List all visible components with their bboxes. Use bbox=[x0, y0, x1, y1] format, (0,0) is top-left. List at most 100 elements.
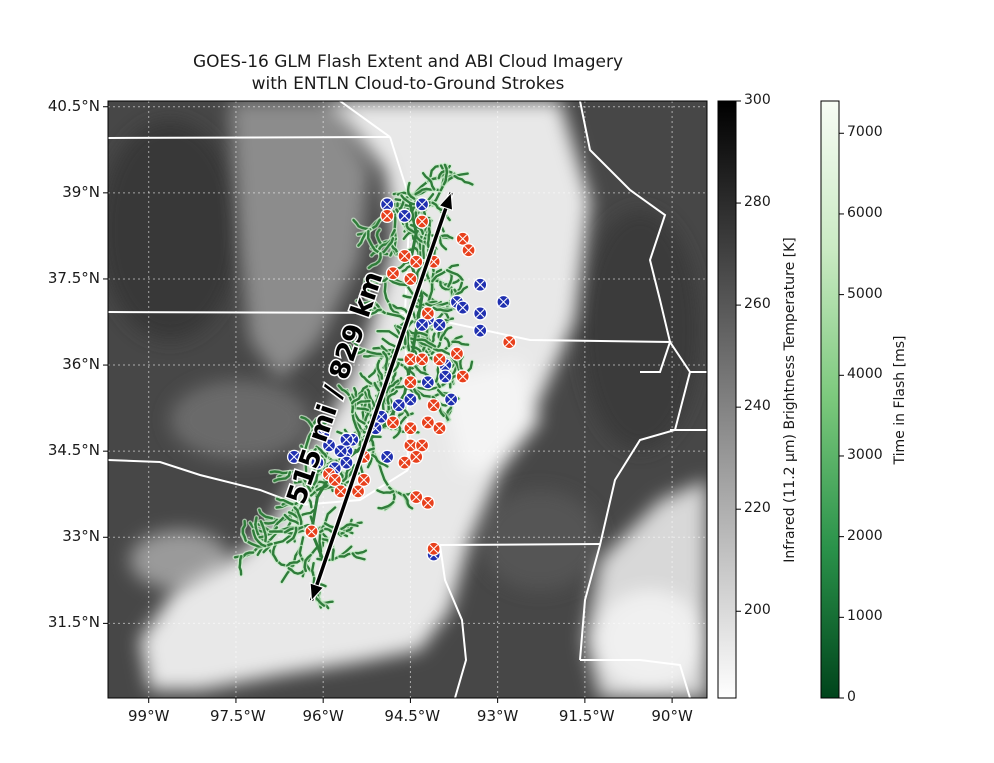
positive-cg-stroke-marker bbox=[336, 486, 346, 496]
flash-channel bbox=[377, 501, 395, 510]
time-colorbar-tick-label: 5000 bbox=[847, 285, 883, 302]
arrow-shaft bbox=[309, 192, 453, 601]
ir-colorbar-tick-label: 260 bbox=[744, 296, 771, 313]
ir-colorbar-ticks bbox=[736, 100, 741, 612]
flash-channel bbox=[342, 467, 351, 483]
time-colorbar-tick-label: 6000 bbox=[847, 204, 883, 221]
flash-channel bbox=[258, 508, 274, 520]
lon-tick-label: 94.5°W bbox=[384, 707, 441, 725]
lat-tick-label: 40.5°N bbox=[47, 96, 100, 115]
flash-channel bbox=[260, 518, 279, 525]
time-colorbar-tick-label: 3000 bbox=[847, 446, 883, 463]
negative-cg-stroke-marker bbox=[435, 320, 444, 330]
lat-tick-label: 36°N bbox=[62, 355, 100, 374]
positive-cg-stroke-marker bbox=[435, 354, 444, 364]
flash-channel bbox=[359, 372, 373, 385]
ir-colorbar-tick-label: 220 bbox=[744, 500, 771, 517]
entln-strokes bbox=[286, 197, 517, 562]
border-red-river bbox=[108, 459, 409, 507]
flash-channel bbox=[241, 519, 247, 542]
lat-tick-label: 39°N bbox=[62, 182, 100, 201]
flash-channel bbox=[439, 326, 453, 341]
negative-cg-stroke-marker bbox=[336, 446, 346, 456]
flash-channel bbox=[286, 526, 298, 544]
negative-cg-stroke-marker bbox=[417, 199, 427, 209]
border-missouri-iowa bbox=[339, 101, 391, 138]
flash-channel bbox=[308, 448, 317, 463]
ir-colorbar-label: Infrared (11.2 μm) Brightness Temperatur… bbox=[782, 237, 798, 563]
flash-channel bbox=[367, 276, 389, 283]
lat-tick-label: 33°N bbox=[62, 527, 100, 546]
flash-channel bbox=[275, 497, 294, 506]
negative-cg-stroke-marker bbox=[394, 400, 404, 410]
positive-cg-stroke-marker bbox=[406, 274, 415, 284]
negative-cg-stroke-marker bbox=[458, 303, 468, 313]
negative-cg-stroke-marker bbox=[417, 320, 427, 330]
negative-cg-stroke-marker bbox=[440, 372, 450, 381]
positive-cg-stroke-marker bbox=[406, 354, 415, 364]
flash-channel bbox=[351, 552, 366, 561]
flash-channel bbox=[379, 237, 395, 255]
flash-channel bbox=[252, 529, 267, 548]
flash-channel bbox=[402, 493, 414, 510]
time-colorbar-ticks bbox=[839, 132, 844, 699]
time-colorbar-tick-label: 4000 bbox=[847, 366, 883, 383]
flash-channel bbox=[376, 489, 395, 495]
flash-channel bbox=[287, 567, 306, 575]
time-colorbar-gradient bbox=[820, 100, 840, 699]
negative-cg-stroke-marker bbox=[423, 377, 433, 387]
positive-cg-stroke-marker bbox=[458, 234, 468, 244]
flash-channel bbox=[376, 359, 384, 380]
time-colorbar-tick-label: 1000 bbox=[847, 608, 883, 625]
negative-cg-stroke-marker bbox=[342, 435, 351, 445]
ir-colorbar-tick-label: 200 bbox=[744, 602, 771, 619]
lon-tick-label: 97.5°W bbox=[209, 707, 266, 725]
positive-cg-stroke-marker bbox=[458, 372, 468, 381]
flash-channel bbox=[388, 303, 409, 315]
border-arkansas-louisiana bbox=[439, 543, 601, 546]
positive-cg-stroke-marker bbox=[429, 544, 439, 554]
positive-cg-stroke-marker bbox=[406, 441, 415, 450]
lon-tick-label: 96°W bbox=[302, 707, 344, 725]
flash-channel bbox=[433, 347, 454, 357]
time-colorbar-tick-label: 7000 bbox=[847, 124, 883, 141]
arrow-head-start bbox=[309, 582, 325, 602]
flash-channel bbox=[311, 419, 330, 433]
flash-channel bbox=[340, 523, 359, 531]
positive-cg-stroke-marker bbox=[388, 418, 398, 427]
lon-tick-label: 90°W bbox=[651, 707, 693, 725]
flash-channel bbox=[406, 181, 416, 200]
cloud-texture bbox=[108, 120, 700, 590]
flash-channel bbox=[396, 194, 411, 212]
flash-channel bbox=[304, 418, 318, 451]
time-colorbar-label: Time in Flash [ms] bbox=[892, 335, 908, 465]
flash-channel bbox=[238, 555, 243, 576]
flash-channel bbox=[416, 338, 437, 348]
positive-cg-stroke-marker bbox=[330, 475, 340, 485]
flash-channel bbox=[400, 194, 419, 206]
flash-channel bbox=[432, 306, 453, 313]
positive-cg-stroke-marker bbox=[400, 458, 409, 468]
border-kansas-nebraska bbox=[108, 136, 391, 139]
axis-ticks bbox=[103, 106, 673, 703]
flash-channel bbox=[392, 424, 402, 439]
border-kansas-oklahoma bbox=[108, 311, 406, 314]
positive-cg-stroke-marker bbox=[388, 268, 398, 278]
flash-channel bbox=[438, 236, 448, 251]
flash-channel bbox=[355, 299, 373, 305]
flash-channel bbox=[375, 228, 383, 246]
flash-channel bbox=[259, 520, 268, 543]
flash-channel bbox=[421, 172, 436, 191]
positive-cg-stroke-marker bbox=[464, 245, 473, 255]
positive-cg-stroke-marker bbox=[504, 337, 514, 347]
flash-channel bbox=[365, 386, 376, 408]
flash-channel bbox=[396, 260, 413, 270]
time-colorbar-tick-label: 0 bbox=[847, 689, 856, 705]
map-area: 515 mi / 829 km bbox=[108, 101, 707, 698]
flash-channel bbox=[407, 329, 428, 337]
positive-cg-stroke-marker bbox=[382, 211, 392, 221]
positive-cg-stroke-marker bbox=[307, 527, 316, 536]
flash-channel bbox=[453, 174, 474, 186]
positive-cg-stroke-marker bbox=[423, 498, 433, 508]
